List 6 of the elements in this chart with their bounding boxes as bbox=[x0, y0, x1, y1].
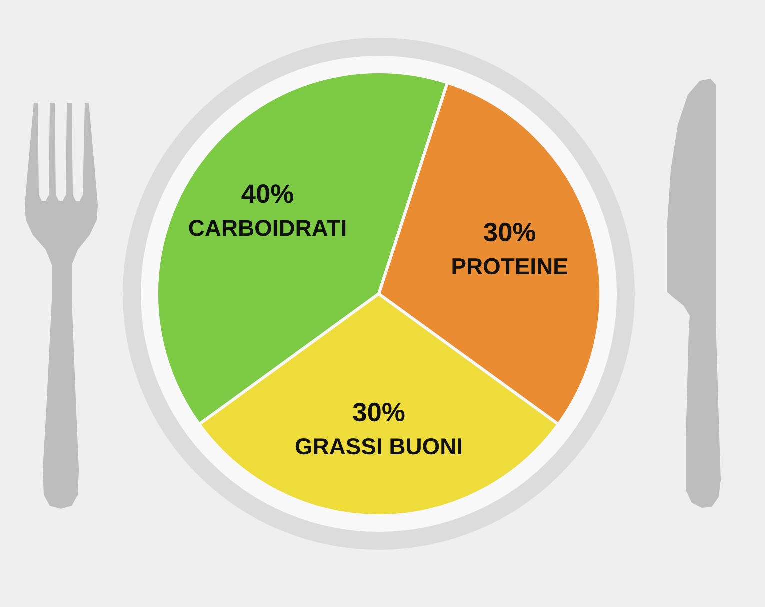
data-label: 30% bbox=[484, 222, 536, 242]
slice-label: PROTEINE bbox=[452, 258, 568, 275]
slice-label: GRASSI BUONI bbox=[296, 438, 462, 455]
data-label: 40% bbox=[242, 184, 294, 204]
data-label: 30% bbox=[353, 402, 405, 422]
slice-label: CARBOIDRATI bbox=[189, 220, 346, 236]
